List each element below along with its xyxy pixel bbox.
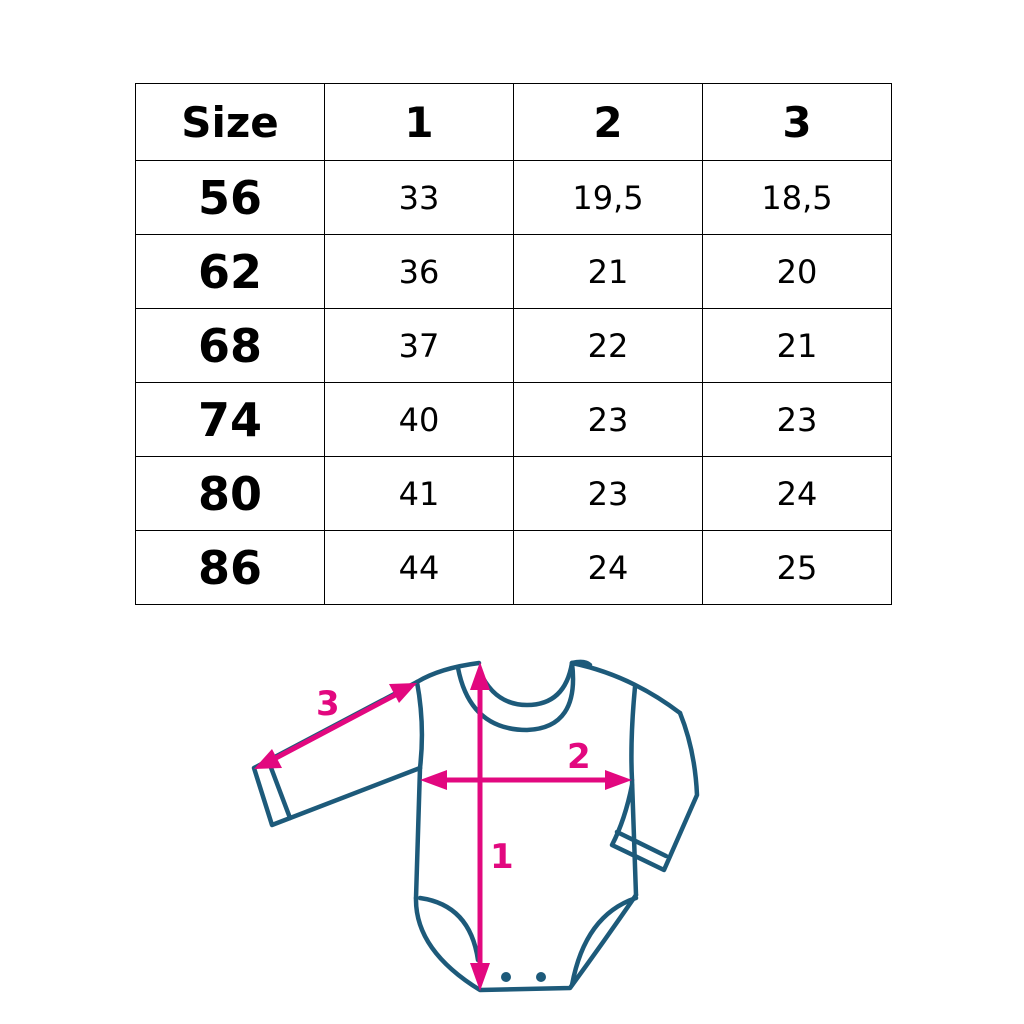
- length-label: 1: [490, 837, 514, 877]
- measure-3-cell: 23: [702, 382, 892, 457]
- size-cell: 86: [135, 530, 325, 605]
- table-row: 68 37 22 21: [135, 308, 892, 383]
- sleeve-arrow: [254, 683, 417, 769]
- size-chart-table: Size 1 2 3 56 33 19,5 18,5 62 36 21 20 68 37 22 21 7…: [135, 83, 892, 605]
- size-cell: 62: [135, 234, 325, 309]
- measure-2-cell: 23: [513, 456, 703, 531]
- measure-1-cell: 40: [324, 382, 514, 457]
- snap-button-dot: [536, 972, 546, 982]
- table-row: 86 44 24 25: [135, 530, 892, 605]
- measure-3-cell: 21: [702, 308, 892, 383]
- measure-1-cell: 37: [324, 308, 514, 383]
- measure-1-cell: 44: [324, 530, 514, 605]
- measure-3-cell: 18,5: [702, 160, 892, 235]
- measure-3-cell: 25: [702, 530, 892, 605]
- chest-label: 2: [567, 737, 591, 777]
- length-arrow: [470, 662, 490, 991]
- sleeve-label: 3: [316, 684, 340, 724]
- table-row: 74 40 23 23: [135, 382, 892, 457]
- measure-3-cell: 24: [702, 456, 892, 531]
- size-cell: 80: [135, 456, 325, 531]
- table-row: 62 36 21 20: [135, 234, 892, 309]
- size-cell: 68: [135, 308, 325, 383]
- header-measure-2: 2: [513, 83, 703, 161]
- measure-2-cell: 21: [513, 234, 703, 309]
- snap-button-dot: [501, 972, 511, 982]
- header-measure-1: 1: [324, 83, 514, 161]
- chest-arrow: [420, 770, 632, 790]
- measure-1-cell: 36: [324, 234, 514, 309]
- size-cell: 74: [135, 382, 325, 457]
- table-row: 56 33 19,5 18,5: [135, 160, 892, 235]
- measure-1-cell: 41: [324, 456, 514, 531]
- measure-1-cell: 33: [324, 160, 514, 235]
- header-size: Size: [135, 83, 325, 161]
- measure-2-cell: 24: [513, 530, 703, 605]
- measure-3-cell: 20: [702, 234, 892, 309]
- table-row: 80 41 23 24: [135, 456, 892, 531]
